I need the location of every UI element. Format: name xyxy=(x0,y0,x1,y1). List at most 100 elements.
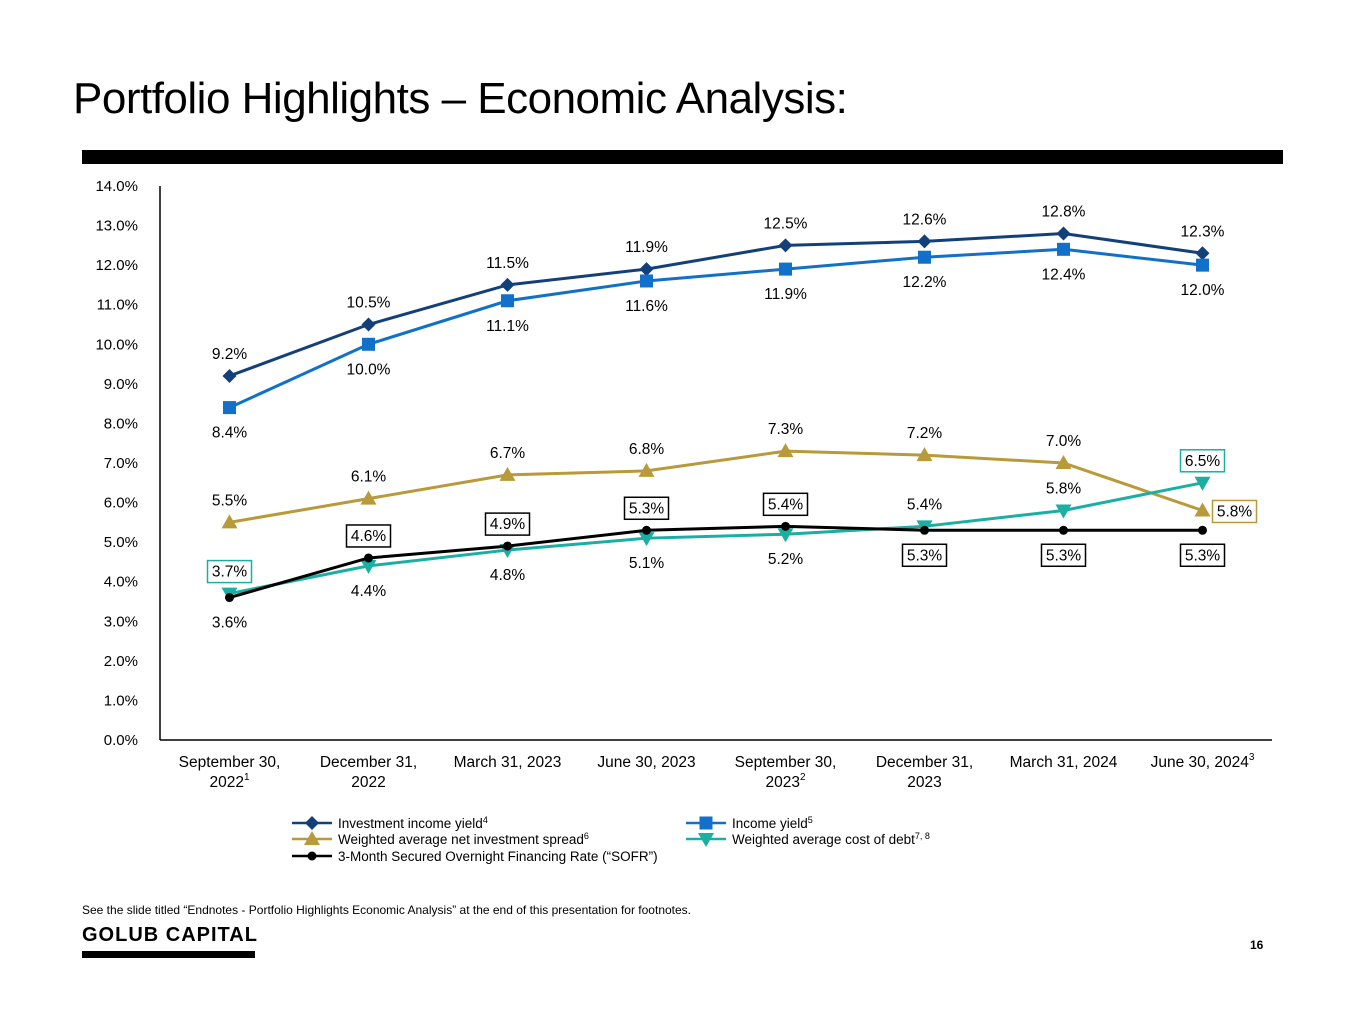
legend-marker xyxy=(304,831,320,845)
data-label: 7.3% xyxy=(768,421,804,438)
legend-item: 3-Month Secured Overnight Financing Rate… xyxy=(292,849,658,864)
data-label: 11.1% xyxy=(486,318,529,335)
data-label-box xyxy=(206,559,253,584)
data-label: 7.0% xyxy=(1046,433,1082,450)
data-label-box xyxy=(1179,543,1226,568)
legend-marker xyxy=(699,816,713,830)
data-label: 11.6% xyxy=(625,298,668,315)
data-point xyxy=(916,447,933,462)
data-point xyxy=(918,250,931,264)
x-tick-label: September 30, 20232 xyxy=(735,754,837,791)
data-label: 6.1% xyxy=(351,469,387,486)
data-point xyxy=(360,490,377,505)
data-point xyxy=(1055,504,1072,519)
data-label: 10.0% xyxy=(347,361,391,378)
data-point xyxy=(222,368,237,383)
y-tick-label: 11.0% xyxy=(97,297,138,314)
brand-underline xyxy=(82,951,255,958)
data-label: 4.6% xyxy=(351,528,387,545)
data-point xyxy=(777,528,794,543)
data-point xyxy=(1198,525,1207,535)
data-point xyxy=(777,443,794,458)
legend-item: Weighted average cost of debt7, 8 xyxy=(686,831,930,847)
data-point xyxy=(501,294,514,308)
data-point xyxy=(640,274,653,288)
data-label: 6.7% xyxy=(490,445,526,462)
footnote: See the slide titled “Endnotes - Portfol… xyxy=(82,903,692,917)
legend-label: Income yield5 xyxy=(732,815,813,831)
x-tick-label: March 31, 2024 xyxy=(1010,754,1118,771)
x-tick-label: June 30, 2023 xyxy=(597,754,695,771)
data-point xyxy=(1056,226,1071,241)
data-label: 5.8% xyxy=(1046,480,1082,497)
data-point xyxy=(223,401,236,415)
data-point xyxy=(1196,258,1209,272)
data-label-box xyxy=(762,492,809,517)
data-label: 7.2% xyxy=(907,425,943,442)
series-0 xyxy=(222,226,1210,383)
data-label: 5.5% xyxy=(212,492,248,509)
data-label: 12.0% xyxy=(1181,282,1225,299)
series-1 xyxy=(223,242,1209,415)
data-label: 12.4% xyxy=(1042,266,1086,283)
series-line xyxy=(228,247,1203,409)
data-label-box xyxy=(1179,449,1226,473)
series-4 xyxy=(225,521,1207,603)
data-label-box xyxy=(623,496,670,521)
data-label: 11.5% xyxy=(486,255,529,272)
series-line xyxy=(229,524,1203,599)
data-label-box xyxy=(345,524,392,548)
legend-item: Investment income yield4 xyxy=(292,815,488,831)
series-line xyxy=(229,449,1203,524)
data-label-box xyxy=(1211,499,1258,524)
brand-logo: GOLUB CAPITAL xyxy=(82,924,258,946)
data-label: 9.2% xyxy=(212,346,248,363)
data-label: 10.5% xyxy=(347,295,391,312)
series-line xyxy=(229,481,1203,596)
y-tick-label: 3.0% xyxy=(104,613,138,630)
data-label: 12.2% xyxy=(903,274,947,291)
y-tick-label: 9.0% xyxy=(104,376,138,393)
y-tick-label: 5.0% xyxy=(104,534,138,551)
y-tick-label: 0.0% xyxy=(104,732,138,749)
data-point xyxy=(642,525,651,535)
data-label: 11.9% xyxy=(764,286,807,303)
data-point xyxy=(779,262,792,276)
data-point xyxy=(221,514,238,529)
data-point xyxy=(1057,242,1070,256)
data-label: 5.3% xyxy=(629,500,665,517)
data-label: 12.5% xyxy=(764,215,808,232)
data-label: 5.3% xyxy=(1185,547,1221,564)
legend-label: Investment income yield4 xyxy=(338,815,488,831)
data-point xyxy=(778,238,793,253)
page-title: Portfolio Highlights – Economic Analysis… xyxy=(73,74,848,123)
y-tick-label: 12.0% xyxy=(95,257,138,274)
x-tick-label: June 30, 20243 xyxy=(1151,752,1255,771)
x-tick-label: September 30, 20221 xyxy=(179,754,281,791)
data-label: 3.7% xyxy=(212,564,248,581)
y-tick-label: 14.0% xyxy=(95,178,138,195)
legend-marker xyxy=(305,816,319,830)
data-point xyxy=(500,277,515,292)
data-label: 4.8% xyxy=(490,567,526,584)
data-label: 5.2% xyxy=(768,551,804,568)
data-point xyxy=(362,337,375,351)
data-point xyxy=(225,593,234,603)
y-tick-label: 2.0% xyxy=(104,653,138,670)
data-label: 12.8% xyxy=(1042,203,1086,220)
data-label: 11.9% xyxy=(625,239,668,256)
page-number: 16 xyxy=(1250,938,1264,952)
legend-label: Weighted average cost of debt7, 8 xyxy=(732,831,930,847)
data-point xyxy=(1194,476,1211,491)
data-point xyxy=(1055,455,1072,469)
series-2 xyxy=(221,443,1211,529)
data-label: 6.5% xyxy=(1185,453,1221,470)
y-tick-label: 1.0% xyxy=(104,692,138,709)
legend-label: 3-Month Secured Overnight Financing Rate… xyxy=(338,849,658,864)
data-label: 8.4% xyxy=(212,425,248,442)
series-line xyxy=(228,231,1203,378)
y-tick-label: 8.0% xyxy=(104,415,138,432)
data-label-box xyxy=(484,512,531,536)
data-label: 3.6% xyxy=(212,615,248,632)
